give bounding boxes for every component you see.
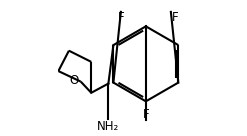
Text: O: O [69,74,79,87]
Text: F: F [143,108,149,121]
Text: NH₂: NH₂ [97,120,120,133]
Text: F: F [118,11,124,24]
Text: F: F [172,11,179,24]
